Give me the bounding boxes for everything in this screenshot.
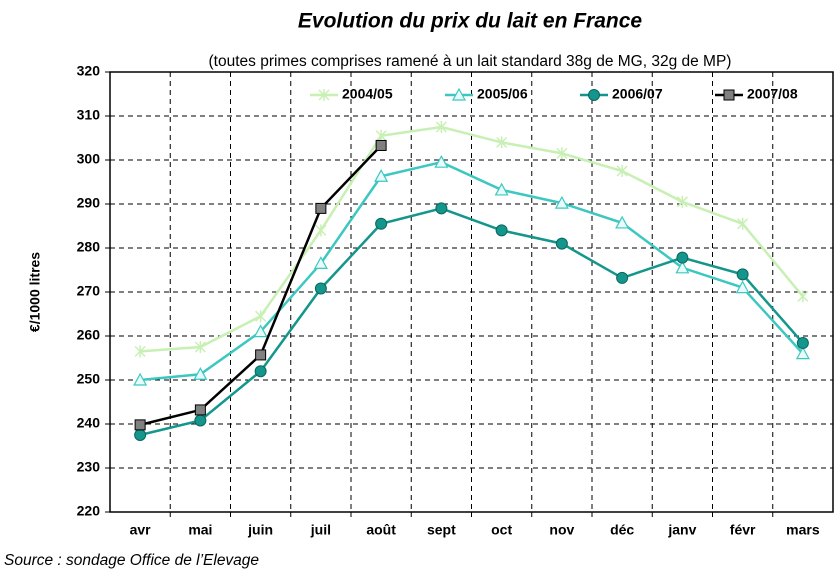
legend-label: 2004/05 bbox=[342, 86, 393, 102]
y-axis-label: €/1000 litres bbox=[27, 252, 43, 332]
y-tick-label: 220 bbox=[77, 503, 101, 519]
data-point bbox=[555, 237, 568, 250]
series-line bbox=[139, 144, 383, 427]
y-tick-label: 320 bbox=[77, 63, 101, 79]
data-point bbox=[496, 136, 508, 149]
data-point bbox=[253, 324, 268, 338]
data-point bbox=[495, 224, 508, 237]
chart-title: Evolution du prix du lait en France bbox=[298, 10, 643, 33]
legend-label: 2006/07 bbox=[612, 86, 663, 102]
data-point bbox=[255, 349, 267, 361]
legend-marker bbox=[451, 87, 467, 101]
data-point bbox=[375, 217, 388, 230]
x-tick-label: avr bbox=[130, 522, 152, 538]
x-tick-label: oct bbox=[491, 522, 512, 538]
y-tick-label: 310 bbox=[77, 107, 101, 123]
data-point bbox=[374, 169, 389, 182]
chart-subtitle: (toutes primes comprises ramené à un lai… bbox=[209, 53, 732, 70]
data-point bbox=[494, 182, 509, 196]
data-point bbox=[675, 260, 690, 274]
y-tick-label: 240 bbox=[77, 415, 101, 431]
legend-marker bbox=[588, 89, 600, 101]
plot-border bbox=[109, 71, 834, 513]
data-point bbox=[314, 282, 327, 295]
data-point bbox=[434, 154, 449, 168]
data-point bbox=[616, 165, 628, 177]
data-point bbox=[435, 121, 447, 133]
y-tick-label: 280 bbox=[77, 239, 101, 255]
series-line bbox=[140, 160, 804, 382]
y-tick-label: 270 bbox=[77, 283, 101, 299]
x-tick-label: juil bbox=[310, 522, 331, 538]
x-tick-label: nov bbox=[549, 522, 574, 538]
data-point bbox=[435, 202, 448, 215]
data-point bbox=[736, 268, 749, 281]
x-tick-label: mai bbox=[188, 522, 212, 538]
x-tick-label: août bbox=[366, 522, 396, 538]
x-tick-label: sept bbox=[427, 522, 456, 538]
x-tick-label: mars bbox=[786, 522, 820, 538]
data-point bbox=[616, 271, 629, 284]
legend-marker bbox=[318, 89, 330, 101]
data-point bbox=[797, 290, 809, 303]
data-point bbox=[313, 256, 328, 269]
y-tick-label: 250 bbox=[77, 371, 101, 387]
series-line bbox=[140, 125, 804, 353]
data-point bbox=[193, 367, 208, 380]
legend-label: 2007/08 bbox=[747, 86, 798, 102]
y-tick-label: 300 bbox=[77, 151, 101, 167]
data-point bbox=[556, 147, 568, 160]
data-point bbox=[134, 419, 146, 431]
x-tick-label: févr bbox=[730, 522, 756, 538]
data-point bbox=[134, 345, 146, 358]
data-point bbox=[676, 251, 689, 264]
data-point bbox=[134, 429, 147, 441]
x-tick-label: juin bbox=[247, 522, 273, 538]
legend-label: 2005/06 bbox=[477, 86, 528, 102]
legend-marker bbox=[723, 89, 735, 101]
x-tick-label: janv bbox=[667, 522, 696, 538]
data-point bbox=[735, 280, 750, 294]
source-note: Source : sondage Office de l’Elevage bbox=[4, 552, 259, 569]
data-point bbox=[737, 217, 749, 230]
data-point bbox=[315, 202, 327, 214]
data-point bbox=[255, 310, 267, 323]
data-point bbox=[254, 365, 267, 378]
y-tick-label: 230 bbox=[77, 459, 101, 475]
y-tick-label: 260 bbox=[77, 327, 101, 343]
data-point bbox=[133, 372, 148, 386]
data-point bbox=[615, 215, 630, 229]
data-point bbox=[554, 195, 569, 209]
data-point bbox=[795, 346, 810, 360]
data-point bbox=[194, 414, 207, 427]
data-point bbox=[375, 129, 387, 142]
data-point bbox=[194, 341, 206, 353]
data-point bbox=[315, 224, 327, 237]
x-tick-label: déc bbox=[610, 522, 634, 538]
data-point bbox=[796, 337, 809, 350]
data-point bbox=[194, 404, 206, 416]
data-point bbox=[676, 195, 688, 208]
y-tick-label: 290 bbox=[77, 195, 101, 211]
data-point bbox=[375, 139, 387, 151]
series-line bbox=[139, 207, 804, 437]
